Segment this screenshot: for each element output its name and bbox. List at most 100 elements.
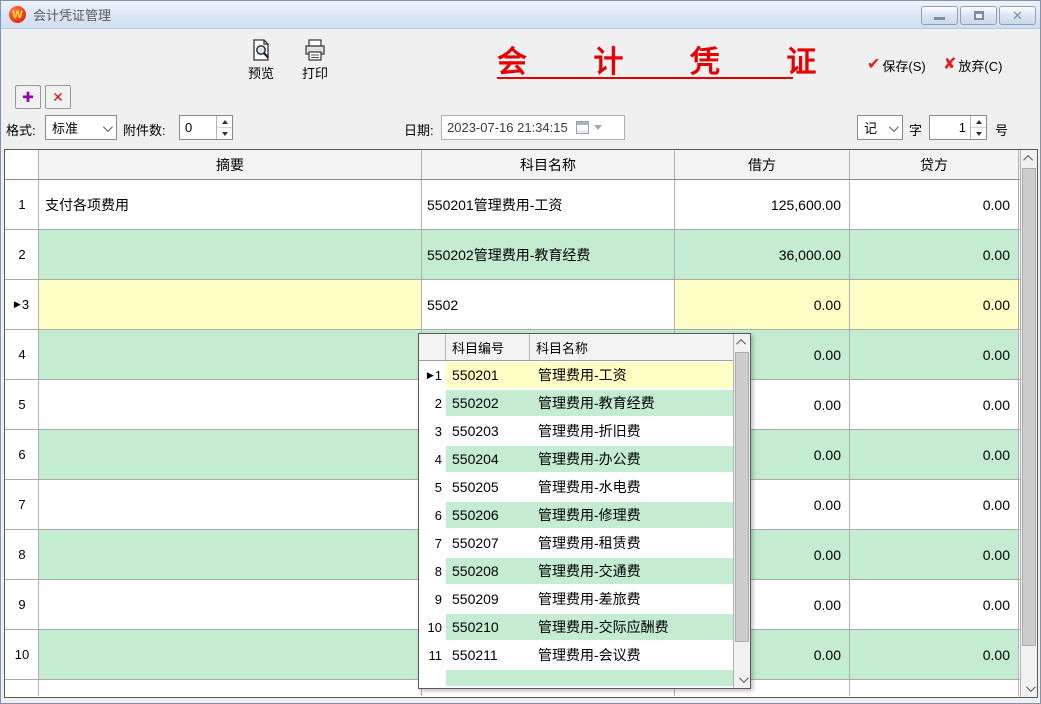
titlebar[interactable]: W 会计凭证管理 ✕ — [1, 1, 1040, 29]
spin-up-button[interactable] — [217, 116, 232, 128]
account-code-cell[interactable]: 550211 — [452, 647, 498, 663]
credit-cell[interactable]: 0.00 — [850, 630, 1019, 679]
account-name-cell[interactable]: 管理费用-教育经费 — [538, 395, 655, 411]
voucher-word-select[interactable]: 记 — [857, 115, 903, 140]
credit-cell[interactable]: 0.00 — [850, 180, 1019, 229]
popup-list-item[interactable]: 6 550206 管理费用-修理费 — [419, 501, 733, 529]
spin-down-button[interactable] — [971, 128, 986, 139]
summary-cell[interactable] — [39, 630, 422, 679]
arrow-down-icon — [975, 131, 982, 136]
popup-list-item[interactable]: 10 550210 管理费用-交际应酬费 — [419, 613, 733, 641]
account-name-cell[interactable]: 管理费用-修理费 — [538, 507, 641, 523]
spin-down-button[interactable] — [217, 128, 232, 139]
account-code-cell[interactable]: 550206 — [452, 507, 499, 523]
popup-list-item[interactable]: ▶ 1 550201 管理费用-工资 — [419, 361, 733, 389]
account-code-cell[interactable]: 550208 — [452, 563, 499, 579]
account-code-cell[interactable]: 550210 — [452, 619, 499, 635]
account-cell[interactable]: 550202管理费用-教育经费 — [422, 230, 675, 279]
account-cell[interactable]: 550201管理费用-工资 — [422, 180, 675, 229]
popup-list-item[interactable]: 11 550211 管理费用-会议费 — [419, 641, 733, 669]
credit-cell[interactable]: 0.00 — [850, 280, 1019, 329]
popup-list-item[interactable]: 7 550207 管理费用-租赁费 — [419, 529, 733, 557]
summary-cell[interactable] — [39, 480, 422, 529]
popup-list-item[interactable]: 9 550209 管理费用-差旅费 — [419, 585, 733, 613]
account-code-cell[interactable]: 550202 — [452, 395, 499, 411]
minimize-button[interactable] — [921, 6, 958, 25]
scroll-up-button[interactable] — [1021, 150, 1037, 167]
close-button[interactable]: ✕ — [999, 6, 1036, 25]
popup-vertical-scrollbar[interactable] — [733, 334, 750, 688]
table-vertical-scrollbar[interactable] — [1020, 150, 1037, 697]
popup-list-item[interactable]: 2 550202 管理费用-教育经费 — [419, 389, 733, 417]
scroll-down-button[interactable] — [1021, 680, 1037, 697]
scrollbar-thumb[interactable] — [1022, 168, 1036, 646]
credit-cell[interactable]: 0.00 — [850, 380, 1019, 429]
summary-cell[interactable] — [39, 530, 422, 579]
format-select[interactable]: 标准 — [45, 115, 117, 140]
maximize-button[interactable] — [960, 6, 997, 25]
credit-cell[interactable]: 0.00 — [850, 230, 1019, 279]
spin-up-button[interactable] — [971, 116, 986, 128]
save-button[interactable]: ✔ 保存(S) — [867, 55, 926, 75]
debit-cell[interactable]: 36,000.00 — [675, 230, 850, 279]
chevron-down-icon — [1025, 682, 1036, 693]
credit-cell[interactable]: 0.00 — [850, 430, 1019, 479]
table-row[interactable]: 2 550202管理费用-教育经费 36,000.00 0.00 — [5, 230, 1037, 280]
popup-list-item[interactable]: 3 550203 管理费用-折旧费 — [419, 417, 733, 445]
account-code-cell[interactable]: 550209 — [452, 591, 499, 607]
debit-cell[interactable]: 125,600.00 — [675, 180, 850, 229]
popup-list-item[interactable]: 4 550204 管理费用-办公费 — [419, 445, 733, 473]
account-name-cell[interactable]: 管理费用-租赁费 — [538, 535, 641, 551]
table-row[interactable]: ▶ 3 5502 0.00 0.00 — [5, 280, 1037, 330]
popup-list-item[interactable]: 8 550208 管理费用-交通费 — [419, 557, 733, 585]
format-label: 格式: — [6, 123, 36, 138]
summary-cell[interactable] — [39, 280, 422, 329]
add-row-button[interactable]: ✚ — [15, 85, 41, 109]
print-label: 打印 — [301, 66, 328, 81]
scroll-up-button[interactable] — [734, 334, 750, 351]
account-code-cell[interactable]: 550205 — [452, 479, 499, 495]
discard-button[interactable]: ✘ 放弃(C) — [943, 55, 1002, 75]
account-name-cell[interactable]: 管理费用-交通费 — [538, 563, 641, 579]
scroll-down-button[interactable] — [734, 671, 750, 688]
date-picker[interactable]: 2023-07-16 21:34:15 — [441, 115, 625, 140]
credit-cell[interactable]: 0.00 — [850, 580, 1019, 629]
summary-cell[interactable] — [39, 330, 422, 379]
attachments-label: 附件数: — [123, 123, 166, 138]
account-name-cell[interactable]: 管理费用-工资 — [538, 367, 627, 383]
account-cell[interactable]: 5502 — [422, 280, 675, 329]
account-code-cell[interactable]: 550203 — [452, 423, 499, 439]
debit-cell[interactable]: 0.00 — [675, 280, 850, 329]
popup-list-item[interactable]: 5 550205 管理费用-水电费 — [419, 473, 733, 501]
credit-cell[interactable]: 0.00 — [850, 530, 1019, 579]
account-name-cell[interactable]: 管理费用-水电费 — [538, 479, 641, 495]
preview-button[interactable]: 预览 — [241, 38, 281, 82]
account-name-cell[interactable]: 管理费用-会议费 — [538, 647, 641, 663]
account-code-cell[interactable]: 550204 — [452, 451, 499, 467]
popup-row-number-cell: 7 — [419, 529, 446, 557]
summary-cell[interactable] — [39, 580, 422, 629]
discard-label: 放弃(C) — [958, 58, 1003, 74]
summary-cell[interactable] — [39, 380, 422, 429]
table-row[interactable]: 1 支付各项费用 550201管理费用-工资 125,600.00 0.00 — [5, 180, 1037, 230]
account-code-cell[interactable]: 550207 — [452, 535, 499, 551]
popup-row-number-cell: 6 — [419, 501, 446, 529]
voucher-number-stepper[interactable]: 1 — [929, 115, 987, 140]
chevron-down-icon — [738, 673, 749, 684]
summary-cell[interactable] — [39, 230, 422, 279]
voucher-doc-title: 会 计 凭 证 — [497, 37, 816, 80]
print-button[interactable]: 打印 — [295, 38, 335, 82]
account-name-cell[interactable]: 管理费用-差旅费 — [538, 591, 641, 607]
credit-cell[interactable]: 0.00 — [850, 480, 1019, 529]
summary-cell[interactable]: 支付各项费用 — [39, 180, 422, 229]
account-name-cell[interactable]: 管理费用-交际应酬费 — [538, 619, 669, 635]
account-name-cell[interactable]: 管理费用-折旧费 — [538, 423, 641, 439]
scrollbar-thumb[interactable] — [735, 352, 749, 642]
account-name-cell[interactable]: 管理费用-办公费 — [538, 451, 641, 467]
credit-cell[interactable]: 0.00 — [850, 330, 1019, 379]
summary-cell[interactable] — [39, 430, 422, 479]
attachments-stepper[interactable]: 0 — [179, 115, 233, 140]
delete-row-button[interactable]: ✕ — [45, 85, 71, 109]
account-code-cell[interactable]: 550201 — [452, 367, 499, 383]
current-row-arrow-icon: ▶ — [426, 369, 434, 380]
